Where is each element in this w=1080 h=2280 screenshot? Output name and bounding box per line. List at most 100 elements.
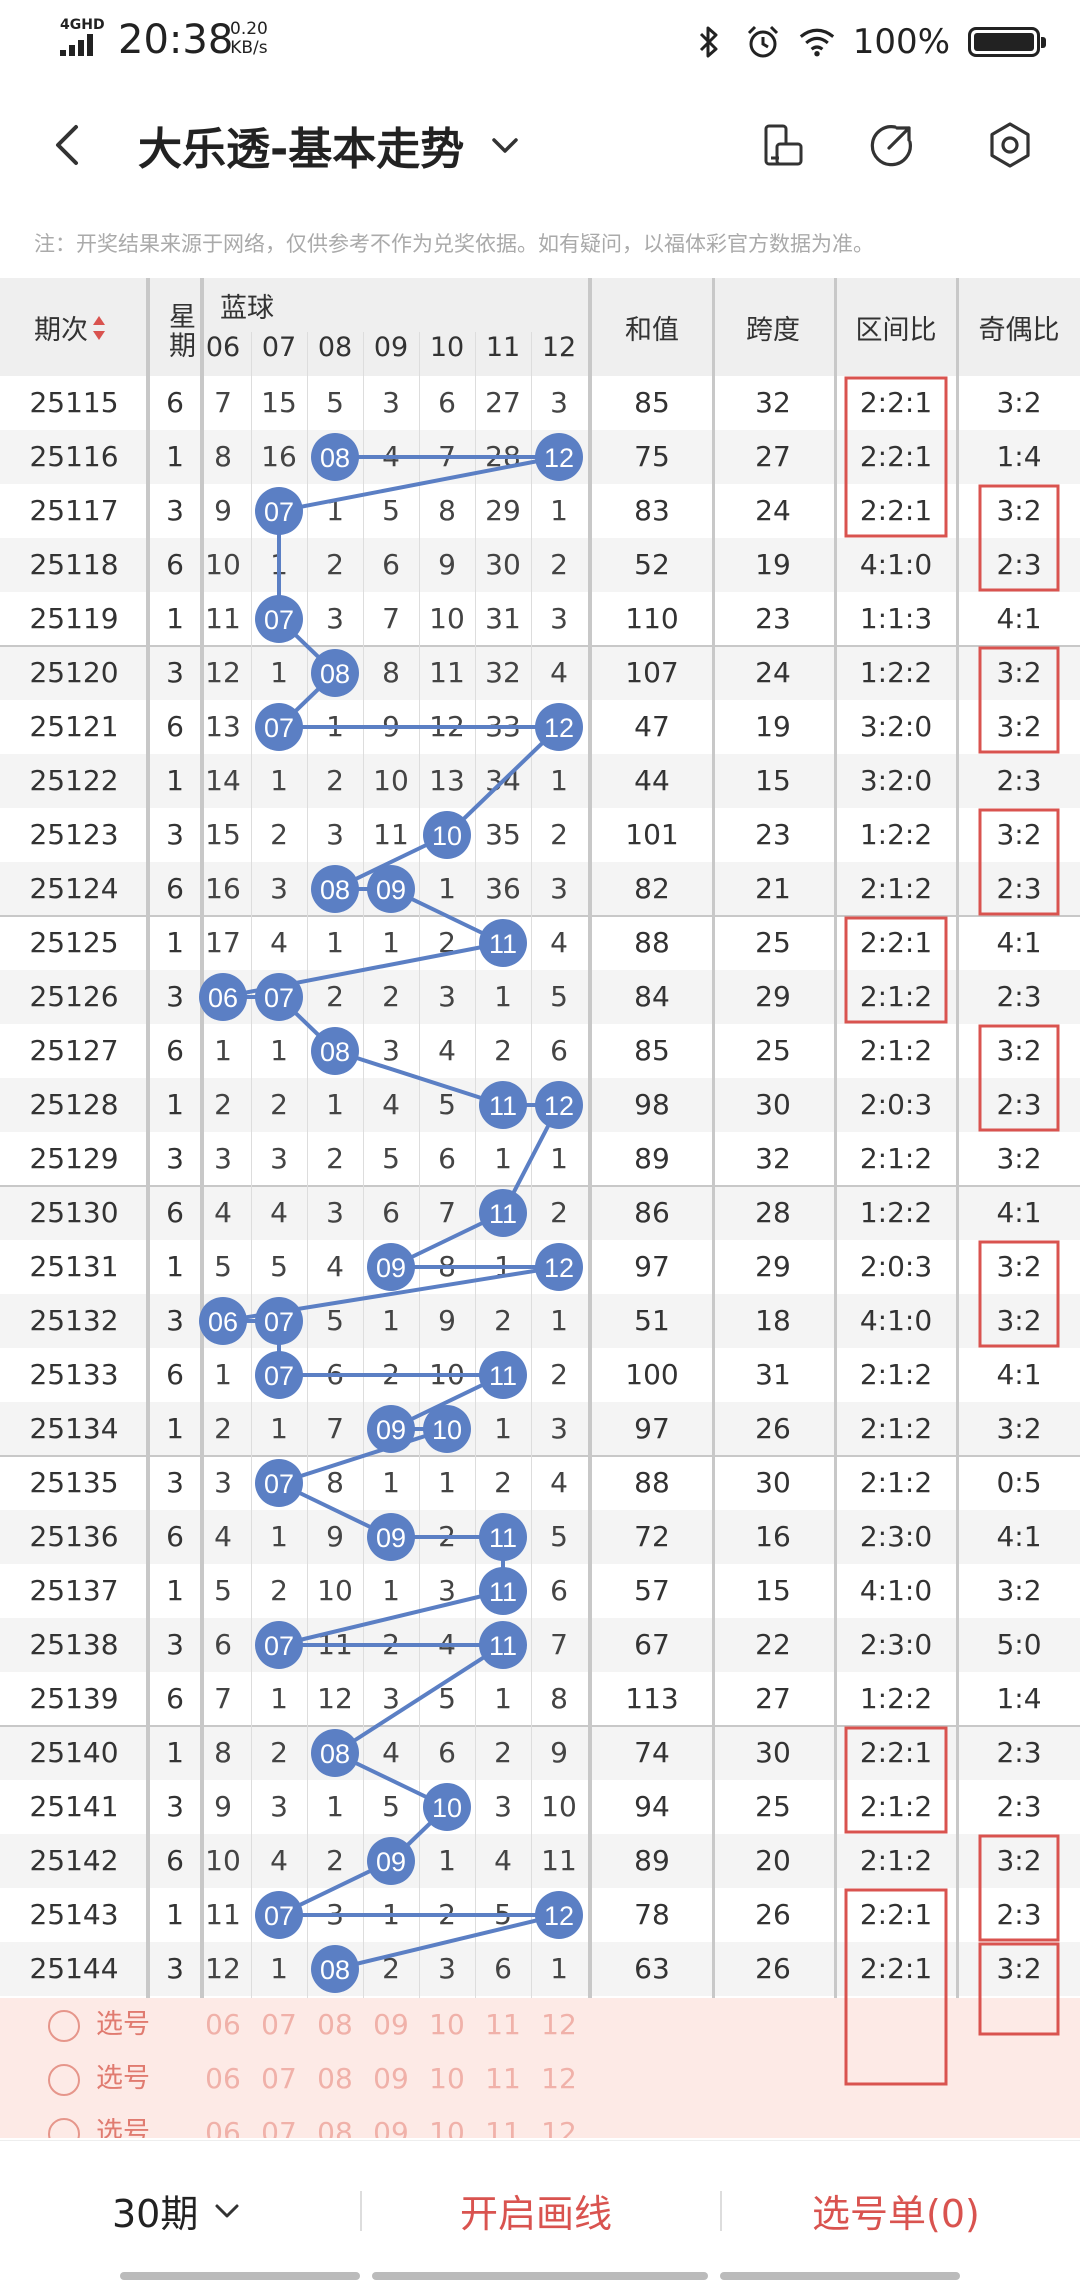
ball-column-header: 11 bbox=[485, 332, 521, 363]
odd-even-value: 3:2 bbox=[996, 1304, 1042, 1337]
pick-ball[interactable]: 07 bbox=[261, 2008, 297, 2041]
pick-ball[interactable]: 07 bbox=[261, 2062, 297, 2095]
zone-ratio-value: 2:1:2 bbox=[859, 1466, 933, 1499]
share-button[interactable] bbox=[862, 115, 922, 175]
pick-ball[interactable]: 12 bbox=[541, 2008, 577, 2041]
pick-ball[interactable]: 10 bbox=[429, 2008, 465, 2041]
weekday: 6 bbox=[166, 1682, 184, 1715]
pick-radio[interactable] bbox=[48, 2118, 80, 2138]
sum-value: 85 bbox=[634, 386, 670, 419]
pick-ball[interactable]: 06 bbox=[205, 2116, 241, 2138]
odd-even-value: 2:3 bbox=[996, 1088, 1042, 1121]
back-button[interactable] bbox=[40, 115, 100, 175]
pick-ball[interactable]: 09 bbox=[373, 2116, 409, 2138]
pick-ball[interactable]: 09 bbox=[373, 2062, 409, 2095]
ball-column-header: 12 bbox=[541, 332, 577, 363]
miss-count: 4 bbox=[382, 1088, 400, 1121]
miss-count: 9 bbox=[438, 1304, 456, 1337]
bottom-bar: 30期 开启画线 选号单(0) bbox=[0, 2140, 1080, 2280]
rotate-screen-button[interactable] bbox=[752, 115, 812, 175]
zone-ratio-value: 2:3:0 bbox=[859, 1628, 933, 1661]
pick-ball[interactable]: 10 bbox=[429, 2116, 465, 2138]
weekday: 1 bbox=[166, 1898, 184, 1931]
miss-count: 3 bbox=[550, 1412, 568, 1445]
pick-radio[interactable] bbox=[48, 2010, 80, 2042]
miss-count: 31 bbox=[485, 602, 521, 635]
miss-count: 2 bbox=[326, 764, 344, 797]
miss-count: 4 bbox=[214, 1520, 232, 1553]
span-value: 24 bbox=[755, 656, 791, 689]
period-header[interactable]: 期次 bbox=[10, 308, 130, 347]
sum-value: 101 bbox=[625, 818, 679, 851]
miss-count: 5 bbox=[438, 1682, 456, 1715]
miss-count: 6 bbox=[438, 386, 456, 419]
zone-ratio-value: 4:1:0 bbox=[859, 548, 933, 581]
weekday: 3 bbox=[166, 1790, 184, 1823]
miss-count: 12 bbox=[429, 710, 465, 743]
settings-button[interactable] bbox=[980, 115, 1040, 175]
pick-radio[interactable] bbox=[48, 2064, 80, 2096]
miss-count: 11 bbox=[317, 1628, 353, 1661]
period-selector[interactable]: 30期 bbox=[112, 2183, 242, 2238]
pick-ball[interactable]: 08 bbox=[317, 2008, 353, 2041]
zone-ratio-value: 1:2:2 bbox=[859, 818, 933, 851]
pick-ball[interactable]: 12 bbox=[541, 2116, 577, 2138]
miss-count: 1 bbox=[382, 1898, 400, 1931]
pick-ball[interactable]: 06 bbox=[205, 2008, 241, 2041]
issue-number: 25120 bbox=[29, 656, 119, 689]
pick-row: 选号 06 07 08 09 10 11 12 bbox=[0, 2052, 1080, 2106]
miss-count: 5 bbox=[494, 1898, 512, 1931]
chevron-down-icon bbox=[215, 2204, 239, 2217]
pick-ball[interactable]: 09 bbox=[373, 2008, 409, 2041]
miss-count: 1 bbox=[382, 1466, 400, 1499]
draw-line-button[interactable]: 开启画线 bbox=[460, 2192, 613, 2236]
miss-count: 5 bbox=[382, 494, 400, 527]
miss-count: 1 bbox=[326, 1088, 344, 1121]
miss-count: 8 bbox=[326, 1466, 344, 1499]
weekday: 3 bbox=[166, 1952, 184, 1985]
pick-label: 选号 bbox=[96, 2063, 150, 2094]
miss-count: 8 bbox=[438, 1250, 456, 1283]
zone-ratio-value: 2:2:1 bbox=[859, 1898, 933, 1931]
miss-count: 1 bbox=[382, 926, 400, 959]
miss-count: 1 bbox=[438, 1844, 456, 1877]
pick-ball[interactable]: 06 bbox=[205, 2062, 241, 2095]
issue-number: 25134 bbox=[29, 1412, 119, 1445]
zone-ratio-value: 2:1:2 bbox=[859, 1844, 933, 1877]
miss-count: 10 bbox=[373, 764, 409, 797]
span-value: 30 bbox=[755, 1466, 791, 1499]
pick-ball[interactable]: 07 bbox=[261, 2116, 297, 2138]
zone-ratio-value: 2:2:1 bbox=[859, 1736, 933, 1769]
pick-ball[interactable]: 08 bbox=[317, 2062, 353, 2095]
table-row: 25117390715829183242:2:13:2 bbox=[0, 484, 1080, 538]
zone-ratio-value: 3:2:0 bbox=[859, 710, 933, 743]
miss-count: 1 bbox=[382, 1574, 400, 1607]
odd-even-value: 4:1 bbox=[996, 1520, 1042, 1553]
pick-ball[interactable]: 08 bbox=[317, 2116, 353, 2138]
pick-ball[interactable]: 10 bbox=[429, 2062, 465, 2095]
miss-count: 4 bbox=[326, 1250, 344, 1283]
miss-count: 6 bbox=[494, 1952, 512, 1985]
signal-icon bbox=[60, 34, 104, 56]
miss-count: 2 bbox=[326, 980, 344, 1013]
pick-ball[interactable]: 11 bbox=[485, 2008, 521, 2041]
table-row: 25115 6 7 15 5 3 6 27 3 85 32 2:2:1 3:2 bbox=[0, 376, 1080, 430]
sum-value: 97 bbox=[634, 1412, 670, 1445]
pick-ball[interactable]: 11 bbox=[485, 2062, 521, 2095]
pick-ball[interactable]: 12 bbox=[541, 2062, 577, 2095]
group-separator bbox=[0, 915, 1080, 917]
miss-count: 32 bbox=[485, 656, 521, 689]
pick-ball[interactable]: 11 bbox=[485, 2116, 521, 2138]
miss-count: 5 bbox=[550, 980, 568, 1013]
miss-count: 12 bbox=[205, 1952, 241, 1985]
title-dropdown[interactable]: 大乐透-基本走势 bbox=[138, 112, 522, 178]
miss-count: 1 bbox=[438, 872, 456, 905]
miss-count: 9 bbox=[326, 1520, 344, 1553]
issue-number: 25116 bbox=[29, 440, 119, 473]
pick-list-button[interactable]: 选号单(0) bbox=[812, 2192, 980, 2236]
odd-even-value: 2:3 bbox=[996, 548, 1042, 581]
miss-count: 3 bbox=[270, 1790, 288, 1823]
span-value: 30 bbox=[755, 1736, 791, 1769]
span-value: 27 bbox=[755, 1682, 791, 1715]
odd-even-value: 1:4 bbox=[996, 440, 1042, 473]
